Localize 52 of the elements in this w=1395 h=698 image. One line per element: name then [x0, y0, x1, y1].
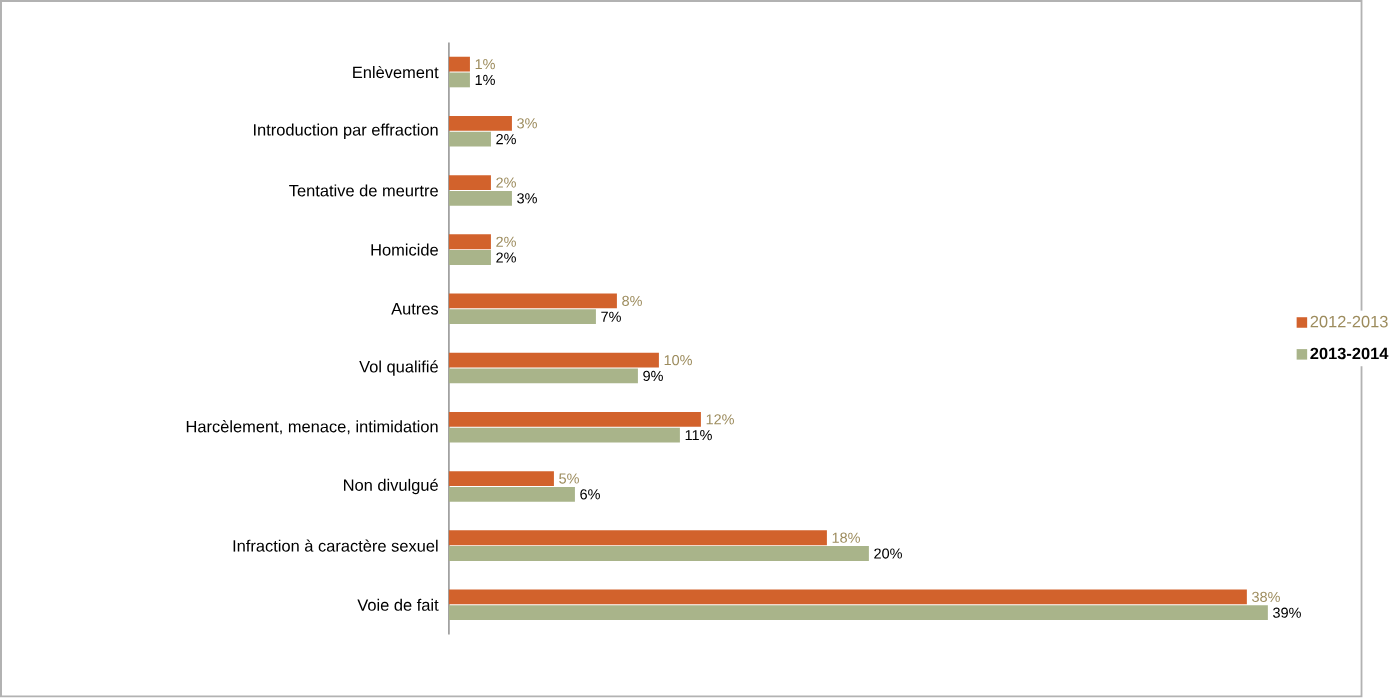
bar	[448, 427, 680, 443]
bar	[448, 175, 491, 191]
bar	[448, 530, 827, 546]
y-tick-label: Voie de fait	[357, 598, 439, 612]
legend-label: 2012-2013	[1310, 315, 1388, 328]
data-label: 9%	[643, 371, 663, 382]
bar	[448, 471, 554, 487]
data-label: 10%	[664, 355, 692, 366]
y-tick-label: Non divulgué	[344, 478, 438, 495]
bar	[448, 352, 659, 368]
y-tick-label: Infraction à caractère sexuel	[233, 539, 438, 552]
data-label: 7%	[601, 311, 621, 322]
y-tick-label: Enlèvement	[353, 66, 439, 79]
data-label: 39%	[1273, 607, 1301, 619]
bar	[448, 72, 470, 88]
data-label: 8%	[622, 296, 642, 307]
bar	[448, 293, 617, 309]
y-tick-label: Harcèlement, menace, intimidation	[186, 420, 438, 435]
bar	[448, 487, 575, 502]
bar	[448, 234, 491, 250]
bar	[448, 309, 596, 325]
data-label: 2%	[496, 252, 516, 263]
bar	[448, 191, 512, 206]
y-tick-label: Autres	[391, 303, 439, 315]
bar	[448, 131, 491, 147]
data-label: 6%	[580, 489, 600, 500]
bar	[448, 605, 1268, 621]
bar	[448, 116, 512, 131]
bar	[448, 56, 470, 72]
bar	[448, 250, 491, 266]
data-label: 18%	[832, 532, 860, 544]
data-label: 1%	[475, 75, 495, 86]
bar	[448, 412, 701, 427]
data-label: 5%	[559, 473, 579, 484]
data-label: 2%	[496, 134, 516, 145]
bar	[448, 546, 869, 562]
y-tick-label: Tentative de meurtre	[289, 184, 438, 197]
data-label: 2%	[496, 236, 516, 248]
data-label: 3%	[517, 193, 537, 204]
bar	[448, 368, 638, 384]
y-tick-label: Introduction par effraction	[254, 123, 438, 140]
bar	[448, 589, 1247, 605]
data-label: 12%	[706, 414, 734, 425]
data-label: 1%	[475, 59, 495, 70]
y-tick-label: Vol qualifié	[359, 360, 438, 376]
legend-label: 2013-2014	[1310, 347, 1389, 360]
data-label: 38%	[1252, 592, 1280, 603]
data-label: 20%	[874, 548, 902, 559]
data-label: 11%	[685, 430, 712, 441]
y-tick-label: Homicide	[371, 243, 438, 256]
data-label: 3%	[517, 118, 537, 129]
data-label: 2%	[496, 177, 516, 188]
